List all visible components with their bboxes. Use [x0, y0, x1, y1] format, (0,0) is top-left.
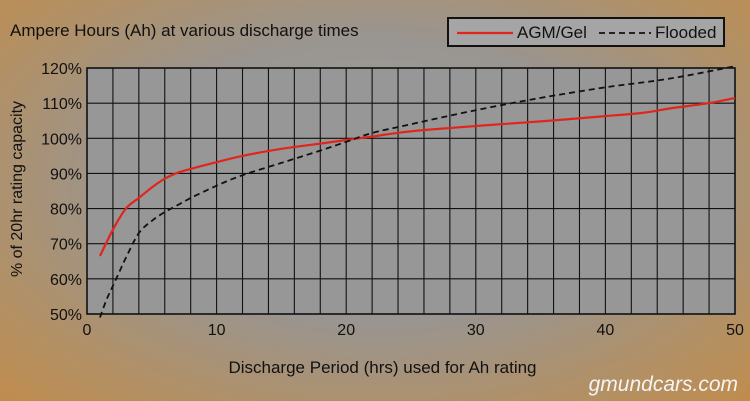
y-tick-labels: 50% 60% 70% 80% 90% 100% 110% 120% [41, 61, 82, 324]
x-tick-label: 0 [83, 322, 92, 339]
series-line-agm-gel [99, 96, 736, 257]
legend: AGM/Gel Flooded [447, 17, 725, 47]
legend-label-agm: AGM/Gel [517, 23, 587, 42]
watermark: gmundcars.com [588, 373, 738, 396]
legend-swatch-agm [457, 31, 513, 35]
y-tick-label: 110% [42, 96, 82, 113]
y-tick-label: 70% [50, 237, 82, 254]
y-tick-label: 100% [41, 131, 82, 148]
grid [87, 68, 735, 314]
x-axis-label: Discharge Period (hrs) used for Ah ratin… [228, 358, 537, 377]
y-tick-label: 80% [50, 202, 82, 219]
legend-label-flooded: Flooded [655, 23, 717, 42]
y-tick-label: 60% [50, 272, 82, 289]
x-tick-labels: 0 10 20 30 40 50 [83, 322, 744, 339]
x-tick-label: 30 [467, 322, 485, 339]
y-axis-label: % of 20hr rating capacity [9, 100, 26, 278]
chart-title: Ampere Hours (Ah) at various discharge t… [10, 21, 359, 40]
x-tick-label: 50 [726, 322, 744, 339]
x-tick-label: 20 [337, 322, 355, 339]
x-tick-label: 10 [208, 322, 226, 339]
y-tick-label: 120% [41, 61, 82, 78]
legend-swatch-flooded [599, 32, 651, 34]
y-tick-label: 50% [50, 307, 82, 324]
x-tick-label: 40 [597, 322, 615, 339]
series-lines [99, 65, 736, 318]
y-tick-label: 90% [50, 166, 82, 183]
plot-area [86, 67, 736, 315]
